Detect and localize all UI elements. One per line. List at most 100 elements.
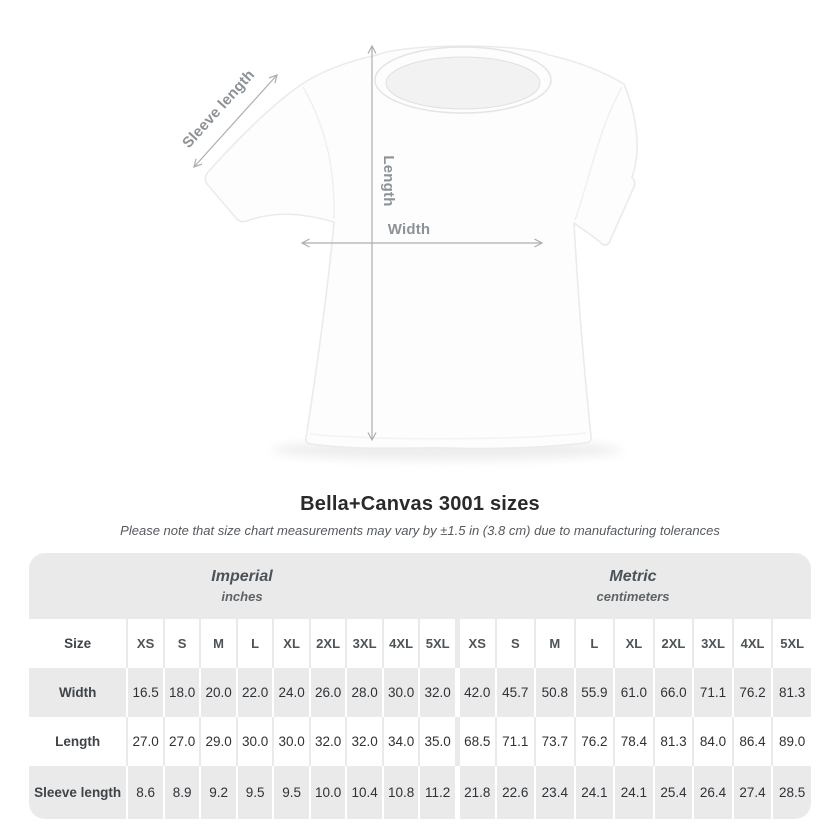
row-label: Length [29, 717, 127, 766]
size-header-row: Size XS S M L XL 2XL 3XL 4XL 5XL XS S M … [29, 619, 811, 668]
measurement-value: 50.8 [534, 668, 574, 717]
measurement-value: 21.8 [454, 766, 495, 819]
measurement-value: 8.9 [162, 766, 200, 819]
measurement-value: 89.0 [771, 717, 811, 766]
size-col-header: S [162, 619, 200, 668]
size-col-header: XS [454, 619, 495, 668]
size-col-header: L [573, 619, 614, 668]
size-col-header: M [199, 619, 236, 668]
table-row-sleeve-length: Sleeve length 8.6 8.9 9.2 9.5 9.5 10.0 1… [29, 766, 811, 819]
measurement-value: 22.6 [494, 766, 535, 819]
measurement-value: 9.2 [199, 766, 236, 819]
size-col-header: XL [613, 619, 653, 668]
left-armhole-seam [302, 86, 335, 220]
metric-label: Metric [609, 568, 657, 585]
measurement-value: 76.2 [573, 717, 614, 766]
measurement-value: 84.0 [692, 717, 732, 766]
measurement-value: 20.0 [199, 668, 236, 717]
measurement-value: 78.4 [613, 717, 653, 766]
measurement-value: 73.7 [534, 717, 574, 766]
measurement-value: 76.2 [731, 668, 772, 717]
imperial-sublabel: inches [221, 589, 263, 604]
measurement-value: 22.0 [235, 668, 273, 717]
right-armhole-seam [574, 86, 623, 221]
sleeve-length-arrow [193, 74, 278, 168]
measurement-value: 32.0 [308, 717, 346, 766]
measurement-value: 24.1 [613, 766, 653, 819]
measurement-value: 61.0 [613, 668, 653, 717]
tshirt-diagram: Sleeve length Length Width [179, 44, 638, 460]
measurement-value: 10.4 [345, 766, 382, 819]
table-row-length: Length 27.0 27.0 29.0 30.0 30.0 32.0 32.… [29, 717, 811, 766]
measurement-value: 11.2 [418, 766, 455, 819]
measurement-value: 30.0 [272, 717, 309, 766]
measurement-value: 71.1 [494, 717, 535, 766]
size-col-header: L [235, 619, 273, 668]
measurement-value: 10.0 [308, 766, 346, 819]
hem-stitch [309, 432, 587, 440]
measurement-value: 26.0 [308, 668, 346, 717]
measurement-value: 10.8 [381, 766, 419, 819]
measurement-value: 81.3 [771, 668, 811, 717]
measurement-value: 30.0 [381, 668, 419, 717]
row-label: Width [29, 668, 127, 717]
measurement-value: 8.6 [126, 766, 163, 819]
size-col-header: XL [272, 619, 309, 668]
size-col-header: S [494, 619, 535, 668]
metric-sublabel: centimeters [596, 589, 670, 604]
size-col-header: XS [126, 619, 163, 668]
measurement-value: 68.5 [454, 717, 495, 766]
measurement-value: 34.0 [381, 717, 419, 766]
size-col-header: 5XL [771, 619, 811, 668]
collar-opening [385, 56, 541, 110]
measurement-value: 28.0 [345, 668, 382, 717]
size-col-header: 4XL [381, 619, 419, 668]
table-row-width: Width 16.5 18.0 20.0 22.0 24.0 26.0 28.0… [29, 668, 811, 717]
measurement-value: 45.7 [494, 668, 535, 717]
tolerance-note: Please note that size chart measurements… [120, 523, 720, 538]
measurement-value: 23.4 [534, 766, 574, 819]
measurement-value: 27.0 [126, 717, 163, 766]
metric-section-header: Metric centimeters [454, 553, 811, 619]
size-col-header: 3XL [345, 619, 382, 668]
measurement-value: 27.0 [162, 717, 200, 766]
imperial-label: Imperial [211, 568, 273, 585]
size-header-cell: Size [29, 619, 127, 668]
unit-section-row: Imperial inches Metric centimeters [29, 553, 811, 619]
measurement-value: 42.0 [454, 668, 495, 717]
size-col-header: 4XL [731, 619, 772, 668]
measurement-value: 24.0 [272, 668, 309, 717]
measurement-value: 18.0 [162, 668, 200, 717]
measurement-value: 24.1 [573, 766, 614, 819]
page-title: Bella+Canvas 3001 sizes [300, 493, 540, 515]
imperial-section-header: Imperial inches [29, 553, 455, 619]
measurement-value: 86.4 [731, 717, 772, 766]
measurement-value: 26.4 [692, 766, 732, 819]
measurement-value: 28.5 [771, 766, 811, 819]
size-col-header: M [534, 619, 574, 668]
measurement-value: 9.5 [235, 766, 273, 819]
measurement-value: 81.3 [652, 717, 693, 766]
measurement-value: 32.0 [418, 668, 455, 717]
size-col-header: 2XL [308, 619, 346, 668]
row-label: Sleeve length [29, 766, 127, 819]
measurement-value: 25.4 [652, 766, 693, 819]
width-label: Width [388, 221, 431, 238]
measurement-value: 32.0 [345, 717, 382, 766]
measurement-value: 16.5 [126, 668, 163, 717]
measurement-value: 71.1 [692, 668, 732, 717]
size-col-header: 3XL [692, 619, 732, 668]
measurement-value: 55.9 [573, 668, 614, 717]
measurement-value: 35.0 [418, 717, 455, 766]
length-label: Length [380, 155, 397, 206]
size-chart-table: Imperial inches Metric centimeters Size … [29, 553, 811, 819]
measurement-value: 66.0 [652, 668, 693, 717]
measurement-value: 9.5 [272, 766, 309, 819]
tshirt-measurement-figure: Sleeve length Length Width [179, 44, 638, 460]
measurement-value: 27.4 [731, 766, 772, 819]
size-col-header: 2XL [652, 619, 693, 668]
size-chart: Imperial inches Metric centimeters Size … [29, 553, 811, 819]
measurement-value: 29.0 [199, 717, 236, 766]
size-col-header: 5XL [418, 619, 455, 668]
measurement-value: 30.0 [235, 717, 273, 766]
